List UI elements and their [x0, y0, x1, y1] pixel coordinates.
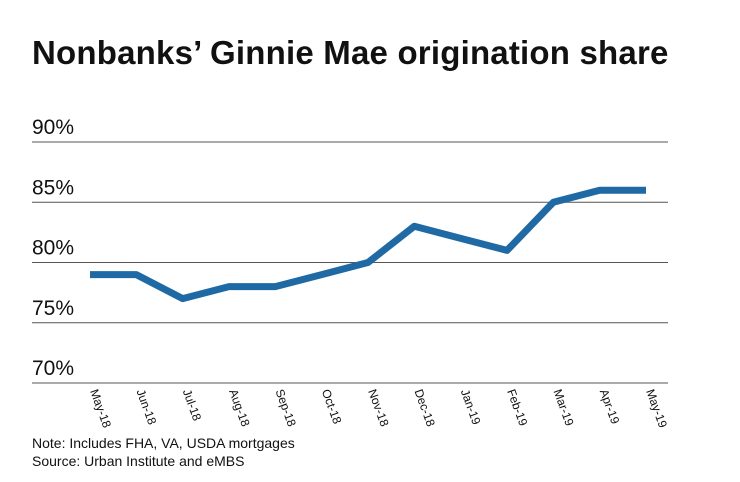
x-axis-ticks: May-18 Jun-18 Jul-18 Aug-18 Sep-18 Oct-18 Nov-… [87, 387, 670, 430]
x-tick-label: May-19 [643, 387, 670, 430]
x-tick-label: Feb-19 [504, 387, 530, 428]
y-tick-label: 85% [32, 176, 74, 199]
y-tick-label: 75% [32, 297, 74, 320]
x-tick-label: Aug-18 [226, 387, 253, 428]
gridlines [32, 141, 668, 384]
x-tick-label: Mar-19 [551, 387, 577, 428]
x-tick-label: May-18 [87, 387, 114, 430]
chart-title: Nonbanks’ Ginnie Mae origination share [32, 34, 669, 71]
x-tick-label: Sep-18 [273, 387, 300, 428]
source-note: Source: Urban Institute and eMBS [32, 453, 245, 469]
y-tick-label: 70% [32, 357, 74, 380]
x-tick-label: Dec-18 [412, 387, 438, 428]
y-tick-label: 90% [32, 116, 74, 139]
series-line [90, 186, 646, 303]
y-axis-ticks: 70% 75% 80% 85% 90% [32, 116, 74, 380]
x-tick-label: Oct-18 [319, 387, 345, 426]
y-tick-label: 80% [32, 237, 74, 260]
x-tick-label: Jun-18 [134, 387, 160, 427]
x-tick-label: Apr-19 [597, 387, 623, 426]
x-tick-label: Nov-18 [365, 387, 391, 428]
x-tick-label: Jul-18 [180, 387, 204, 423]
footnote: Note: Includes FHA, VA, USDA mortgages [32, 435, 295, 451]
x-tick-label: Jan-19 [458, 387, 484, 427]
